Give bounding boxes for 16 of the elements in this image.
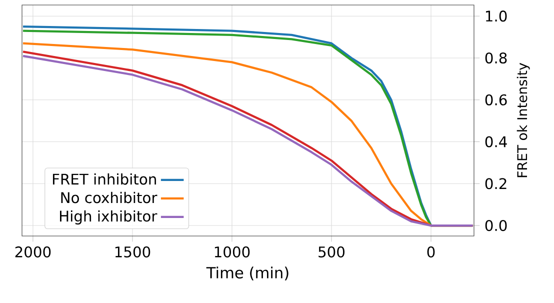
legend-label: High ixhibitor [60, 210, 158, 225]
y-tick-label: 0.6 [485, 94, 507, 106]
x-tick-label: 2000 [15, 246, 51, 258]
y-tick-label: 0.8 [485, 52, 507, 64]
x-tick-label: 1000 [214, 246, 250, 258]
x-tick-label: 0 [427, 246, 435, 258]
x-tick-label: 500 [318, 246, 344, 258]
x-tick-label: 1500 [115, 246, 150, 258]
y-tick-label: 0.0 [485, 220, 507, 232]
y-tick-label: 1.0 [486, 10, 507, 22]
y-tick-label: 0.2 [485, 178, 506, 190]
legend-label: FRET inhibiton [52, 173, 156, 185]
legend-label: No coxhibitor [61, 192, 158, 204]
y-tick-label: 0.4 [485, 136, 507, 148]
x-axis-title: Time (min) [206, 266, 288, 280]
y-axis-title: FRET ok Intensity [516, 62, 530, 178]
